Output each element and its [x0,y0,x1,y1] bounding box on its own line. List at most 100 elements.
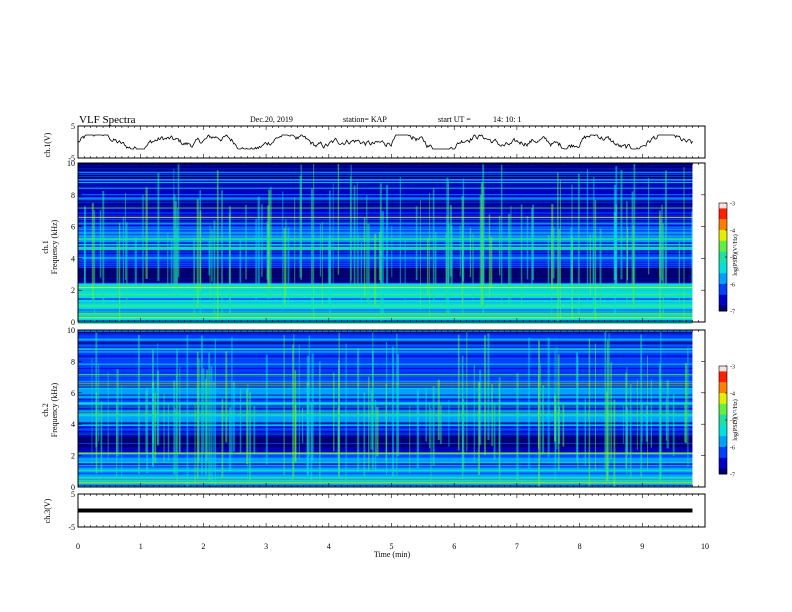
ch1-spectrogram-texture-line [78,219,693,222]
ch1-spectrogram-streak [261,204,263,277]
ch1-spectrogram-texture-line [78,302,693,304]
ch1-spectrogram-streak [321,221,323,308]
ch1-spectrogram-ylabel-line1: ch.1 [41,240,50,254]
ch1-spectrogram-streak [270,187,272,299]
colorbar1-label: log(PSD)(V²/Hz) [732,234,739,275]
ch2-spectrogram-texture-line [78,338,693,340]
colorbar1-swatch [719,230,727,234]
ch1-spectrogram-texture-line [78,196,693,198]
ch1-spectrogram-streak [626,201,628,306]
ch1-spectrogram-streak [294,197,296,285]
colorbar2-swatch [719,455,727,459]
ch2-spectrogram-texture-line [78,467,693,469]
ch2-spectrogram-streak [462,398,465,472]
colorbar1-swatch [719,289,727,293]
colorbar2-swatch [719,366,727,370]
ch2-spectrogram-streak [186,334,189,487]
ch2-spectrogram-texture-line [78,409,693,411]
ch2-spectrogram-texture-line [78,368,693,370]
ch2-spectrogram-texture-line [78,448,693,451]
ch1-spectrogram-streak [211,229,213,282]
ch1-spectrogram-streak [356,181,358,291]
ch2-spectrogram-streak [157,343,159,443]
ch1-spectrogram-streak [124,193,126,280]
ch1-spectrogram-texture-line [78,314,693,316]
x-tick-label: 6 [452,542,456,551]
ch2-spectrogram-streak [479,369,482,445]
ch1-spectrogram-texture-line [78,173,693,175]
ch2-spectrogram-streak [95,332,98,448]
ch1-spectrogram-streak [380,230,382,322]
colorbar2-swatch [719,447,727,451]
ch1-spectrogram-streak [313,163,315,320]
ch2-spectrogram-texture-line [78,354,693,357]
ch2-spectrogram-streak [176,374,178,455]
ch2-spectrogram-streak [629,384,632,479]
ch2-spectrogram-texture-line [78,431,693,433]
colorbar2-tick-label: -3 [730,365,735,371]
ch2-spectrogram-streak [154,392,157,464]
ch2-spectrogram-ytick-label: 8 [71,357,75,366]
ch1-spectrogram-streak [613,212,616,281]
ch2-spectrogram-texture-line [78,376,693,378]
start-ut-label: start UT = [438,115,471,124]
ch1-spectrogram-streak [299,175,302,278]
colorbar1-swatch [719,286,727,290]
ch2-spectrogram-streak [491,384,493,447]
colorbar2-swatch [719,376,727,380]
colorbar1-swatch [719,232,727,236]
ch2-spectrogram-streak [645,405,648,442]
ch1-spectrogram-texture-line [78,169,693,172]
ch1-spectrogram-texture-line [78,197,693,200]
ch1-spectrogram-streak [216,170,219,320]
ch2-spectrogram-streak [152,382,154,468]
colorbar2-swatch [719,390,727,394]
ch2-spectrogram-streak [363,392,366,477]
ch2-spectrogram-texture-line [78,380,693,383]
ch2-spectrogram-texture-line [78,407,693,410]
ch2-spectrogram-ytick-label: 2 [71,452,75,461]
ch2-spectrogram-streak [409,405,411,474]
colorbar2-swatch [719,411,727,416]
ch1-spectrogram-streak [472,234,474,300]
ch1-spectrogram-streak [257,196,260,289]
figure-title: VLF Spectra [79,114,136,126]
ch2-spectrogram-streak [641,402,643,443]
ch2-spectrogram-streak [311,353,314,462]
ch1-spectrogram-streak [350,164,352,281]
ch2-spectrogram-streak [239,388,242,454]
ch2-spectrogram-streak [584,398,587,466]
colorbar1-swatch [719,221,727,226]
ch1-spectrogram-streak [620,170,623,280]
ch2-spectrogram-streak [660,379,662,483]
ch2-spectrogram-streak [588,338,591,486]
colorbar2-swatch [719,401,727,405]
ch2-spectrogram-texture-line [78,449,693,452]
ch2-spectrogram-streak [397,353,400,457]
colorbar1-swatch [719,219,727,223]
ch2-spectrogram-streak [385,383,387,463]
ch3-waveform-ylabel: ch.3(V) [43,498,52,523]
ch1-spectrogram-texture-line [78,293,693,296]
colorbar1-swatch [719,213,727,217]
colorbar2-swatch [719,460,727,464]
ch1-spectrogram-texture-line [78,288,693,291]
ch1-spectrogram-nodata [692,163,705,322]
ch2-spectrogram-texture-line [78,462,693,465]
ch2-spectrogram-streak [636,379,638,451]
colorbar2-tick-label: -4 [730,392,735,398]
ch1-spectrogram-streak [488,214,491,299]
ch2-spectrogram-streak [233,381,235,452]
colorbar1-swatch [719,302,727,307]
ch1-spectrogram-streak [615,166,618,290]
ch1-spectrogram-streak [404,239,406,307]
ch1-spectrogram-texture-line [78,215,693,217]
colorbar2-swatch [719,430,727,434]
x-tick-label: 3 [264,542,268,551]
ch1-spectrogram-streak [449,204,452,277]
ch2-spectrogram-texture-line [78,470,693,473]
ch2-spectrogram-texture-line [78,463,693,465]
ch2-spectrogram-streak [221,398,224,478]
ch1-spectrogram-streak [462,178,465,282]
ch2-spectrogram-streak [666,380,669,449]
